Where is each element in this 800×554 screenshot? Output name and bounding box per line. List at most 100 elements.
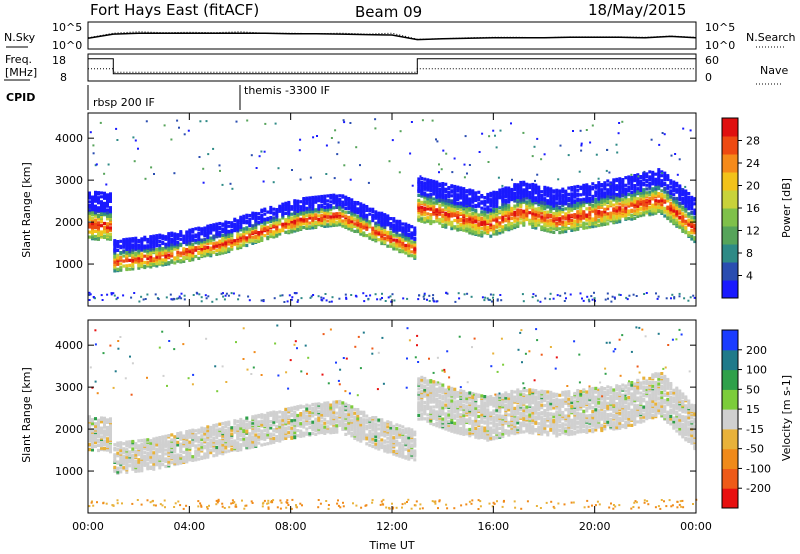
power-cell xyxy=(597,187,601,191)
power-cell xyxy=(603,222,607,226)
velocity-cell xyxy=(109,417,112,421)
power-cell xyxy=(666,190,670,194)
power-cell xyxy=(209,231,213,235)
velocity-cell xyxy=(164,448,168,452)
velocity-cell xyxy=(227,444,231,448)
power-cell xyxy=(630,173,633,176)
power-cell xyxy=(404,225,408,229)
power-cell xyxy=(687,198,691,202)
power-cell xyxy=(116,261,120,265)
power-cell xyxy=(302,197,306,201)
power-cell xyxy=(247,295,250,298)
velocity-cell xyxy=(91,421,94,425)
power-cell xyxy=(320,207,324,211)
velocity-cell xyxy=(188,435,192,439)
velocity-cell xyxy=(224,431,228,435)
power-cell xyxy=(477,226,481,230)
power-cell xyxy=(198,156,201,158)
power-cell xyxy=(690,228,694,232)
power-cell xyxy=(543,204,547,208)
power-cell xyxy=(462,213,466,217)
power-cell xyxy=(407,236,411,240)
velocity-cell xyxy=(185,441,189,445)
power-cell xyxy=(576,201,580,205)
power-cell xyxy=(504,224,508,228)
power-cell xyxy=(585,222,589,226)
power-cell xyxy=(498,194,502,198)
power-cell xyxy=(257,215,261,220)
velocity-cell xyxy=(212,454,216,458)
velocity-cell xyxy=(131,443,135,447)
power-cell xyxy=(516,203,520,207)
power-cell xyxy=(420,205,424,209)
power-cell xyxy=(521,293,524,296)
power-cell xyxy=(606,188,610,192)
power-cell xyxy=(669,219,673,223)
power-cell xyxy=(666,215,670,219)
power-cell xyxy=(281,227,285,231)
power-ytick-label: 1000 xyxy=(55,258,83,271)
power-cell xyxy=(498,216,502,220)
power-cell xyxy=(570,197,574,201)
power-cell xyxy=(678,220,682,225)
power-cell xyxy=(420,217,424,221)
power-cell xyxy=(155,261,159,265)
power-cell xyxy=(663,174,667,178)
power-cell xyxy=(242,217,246,221)
power-cell xyxy=(531,208,535,212)
power-cell xyxy=(180,292,183,295)
power-cell xyxy=(185,234,189,238)
power-cell xyxy=(594,203,598,207)
power-cell xyxy=(311,216,315,220)
power-cell xyxy=(528,191,532,195)
velocity-cell xyxy=(100,446,103,450)
power-cell xyxy=(103,221,106,226)
power-cell xyxy=(203,232,207,236)
power-cell xyxy=(410,250,414,254)
velocity-cell xyxy=(209,433,213,437)
velocity-cell xyxy=(182,439,186,443)
date-title: 18/May/2015 xyxy=(588,1,686,19)
power-cell xyxy=(203,251,207,255)
velocity-cell xyxy=(188,431,192,435)
power-cell xyxy=(305,221,309,225)
power-cell xyxy=(519,214,523,219)
velocity-cell xyxy=(212,427,216,431)
power-cell xyxy=(612,207,616,211)
power-cell xyxy=(158,251,162,255)
velocity-cell xyxy=(200,448,204,452)
power-cell xyxy=(185,237,189,242)
power-cell xyxy=(238,294,241,297)
power-cell xyxy=(499,294,502,296)
power-cell xyxy=(263,207,267,211)
power-cell xyxy=(374,293,377,296)
power-cell xyxy=(128,237,132,241)
power-cell xyxy=(432,206,436,210)
power-cell xyxy=(155,248,159,252)
power-cell xyxy=(227,221,231,225)
velocity-cell xyxy=(88,415,91,419)
power-cell xyxy=(219,169,221,172)
power-cell xyxy=(678,292,681,295)
velocity-cell xyxy=(100,430,103,434)
power-cell xyxy=(603,191,607,195)
velocity-cell xyxy=(113,459,117,463)
power-cell xyxy=(367,181,370,184)
velocity-cell xyxy=(161,453,165,457)
power-cell xyxy=(296,218,300,222)
power-cell xyxy=(498,221,502,225)
power-cell xyxy=(110,292,113,295)
power-cell xyxy=(561,222,565,227)
power-cell xyxy=(105,183,108,186)
power-cell xyxy=(281,207,285,211)
power-cell xyxy=(113,260,117,264)
power-cell xyxy=(246,119,249,122)
power-cell xyxy=(330,137,333,139)
power-cell xyxy=(410,254,414,258)
power-cell xyxy=(305,201,309,205)
velocity-cell xyxy=(88,439,91,443)
power-cell xyxy=(558,212,562,216)
nsearch-tick-bottom: 10^0 xyxy=(705,39,735,52)
power-cell xyxy=(365,294,368,297)
power-cell xyxy=(561,207,565,211)
